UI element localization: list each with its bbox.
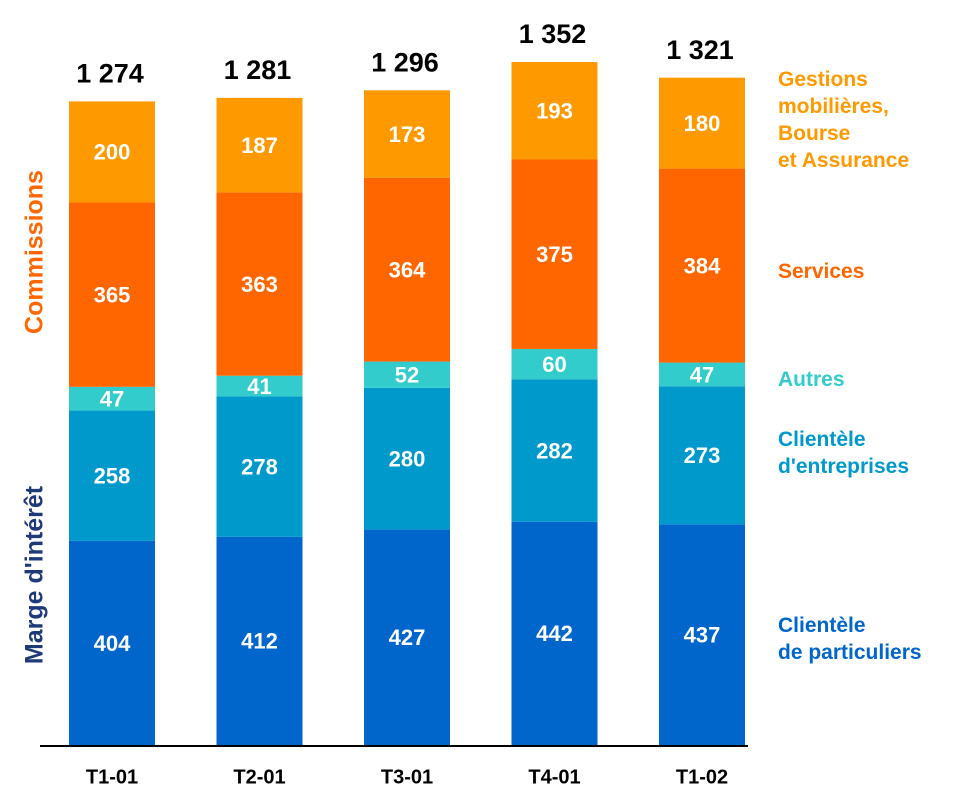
value-label: 404 <box>94 631 131 656</box>
value-label: 384 <box>684 253 721 278</box>
x-tick-label: T1-02 <box>676 766 728 788</box>
legend-entry: Autres <box>778 368 845 391</box>
bar-segment <box>216 97 303 193</box>
value-label: 273 <box>684 443 721 468</box>
value-label: 442 <box>536 621 573 646</box>
total-label: 1 274 <box>76 59 144 89</box>
bar-segment <box>659 524 745 745</box>
value-label: 364 <box>389 257 426 282</box>
bar-segment <box>659 77 745 169</box>
group-label: Commissions <box>21 170 49 334</box>
bar-segment <box>511 379 598 522</box>
value-label: 280 <box>389 446 426 471</box>
value-label: 365 <box>94 282 131 307</box>
bar-segment <box>511 159 598 349</box>
value-label: 41 <box>247 374 271 399</box>
value-label: 427 <box>389 625 426 650</box>
legend-entry: Gestions mobilières, Bourse et Assurance <box>778 68 910 172</box>
value-label: 437 <box>684 622 721 647</box>
legend-entry: Clientèle d'entreprises <box>778 428 910 478</box>
value-label: 187 <box>241 133 278 158</box>
x-tick-label: T4-01 <box>528 766 580 788</box>
value-label: 52 <box>395 363 419 388</box>
bar-segment <box>511 348 598 380</box>
bar-segment <box>364 361 450 388</box>
value-label: 200 <box>94 140 131 165</box>
value-label: 412 <box>241 629 278 654</box>
bar-segment <box>69 410 155 541</box>
bar-segment <box>511 62 598 160</box>
value-label: 375 <box>536 242 573 267</box>
bar-segment <box>216 396 303 537</box>
bar-segment <box>364 177 450 362</box>
group-label: Marge d'intérêt <box>21 485 49 664</box>
value-label: 60 <box>542 352 566 377</box>
x-tick-label: T1-01 <box>86 766 138 788</box>
total-label: 1 296 <box>371 47 439 77</box>
bar-segment <box>659 362 745 387</box>
bar-segment <box>69 386 155 411</box>
total-label: 1 321 <box>666 35 734 65</box>
value-label: 193 <box>536 99 573 124</box>
bar-segment <box>69 101 155 203</box>
value-label: 278 <box>241 454 278 479</box>
bar-segment <box>216 375 303 397</box>
bar-segment <box>659 386 745 525</box>
x-tick-label: T2-01 <box>233 766 285 788</box>
bar-segment <box>364 387 450 530</box>
value-label: 180 <box>684 111 721 136</box>
value-label: 258 <box>94 464 131 489</box>
value-label: 47 <box>100 387 124 412</box>
bar-segment <box>364 529 450 745</box>
legend-entry: Clientèle de particuliers <box>778 614 922 664</box>
bar-segment <box>364 90 450 178</box>
value-label: 173 <box>389 122 426 147</box>
bar-segment <box>69 540 155 745</box>
bar-segment <box>511 521 598 745</box>
bar-segment <box>216 536 303 745</box>
bar-segment <box>216 192 303 376</box>
value-label: 282 <box>536 438 573 463</box>
total-label: 1 352 <box>519 19 587 49</box>
bar-segment <box>659 168 745 363</box>
x-tick-label: T3-01 <box>381 766 433 788</box>
bar-segment <box>69 202 155 387</box>
legend-entry: Services <box>778 260 865 283</box>
value-label: 47 <box>690 362 714 387</box>
total-label: 1 281 <box>224 55 292 85</box>
value-label: 363 <box>241 272 278 297</box>
